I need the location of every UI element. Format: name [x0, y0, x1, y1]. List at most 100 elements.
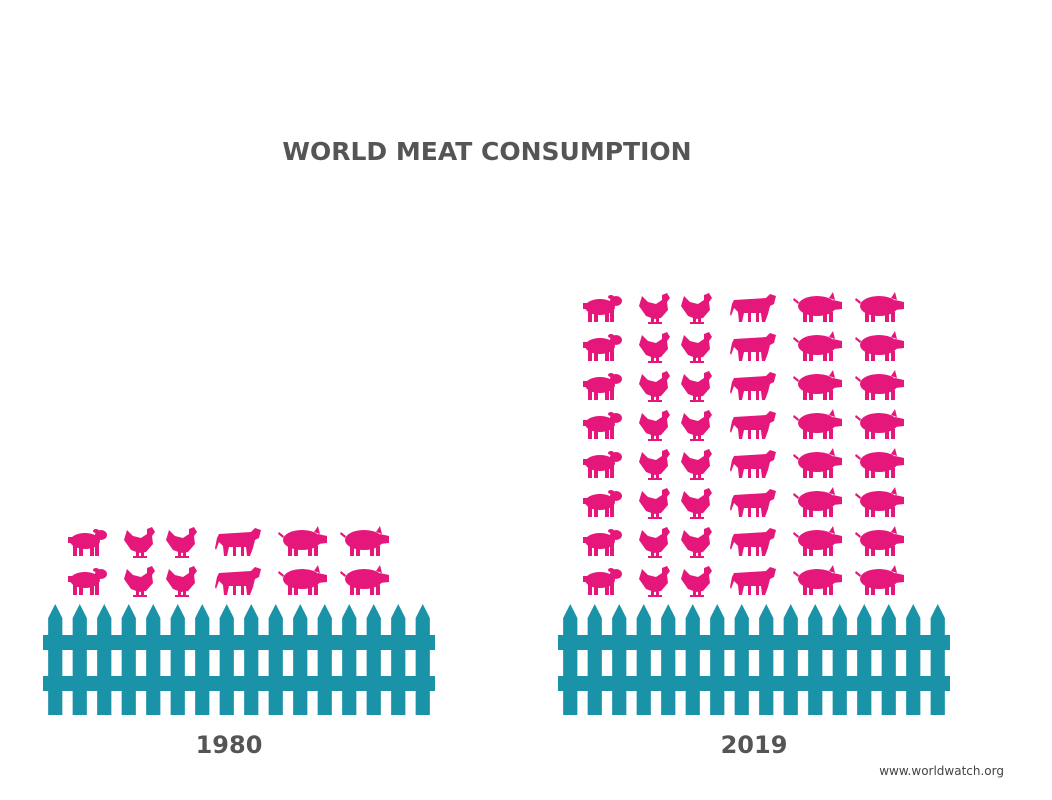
picket — [219, 604, 234, 715]
chicken-icon — [681, 371, 712, 402]
chicken-icon — [639, 566, 670, 597]
pig-icon — [793, 331, 842, 361]
picket — [195, 604, 210, 715]
picket — [293, 604, 308, 715]
picket — [587, 604, 602, 715]
picket — [244, 604, 259, 715]
picket — [759, 604, 774, 715]
picket — [268, 604, 283, 715]
chicken-icon — [681, 293, 712, 324]
rail — [43, 676, 435, 691]
sheep-icon — [583, 412, 622, 439]
picket — [636, 604, 651, 715]
picket — [930, 604, 945, 715]
cow-icon — [730, 489, 776, 517]
fence — [43, 604, 435, 715]
chicken-icon — [681, 488, 712, 519]
sheep-icon — [68, 568, 107, 595]
pig-icon — [793, 526, 842, 556]
picket — [317, 604, 332, 715]
sheep-icon — [68, 529, 107, 556]
rail — [43, 635, 435, 650]
picket — [121, 604, 136, 715]
pig-icon — [793, 409, 842, 439]
sheep-icon — [583, 334, 622, 361]
chicken-icon — [639, 293, 670, 324]
pig-icon — [793, 565, 842, 595]
fence — [558, 604, 950, 715]
pig-icon — [855, 487, 904, 517]
chicken-icon — [639, 332, 670, 363]
picket — [415, 604, 430, 715]
picket — [857, 604, 872, 715]
picket — [710, 604, 725, 715]
source: www.worldwatch.org — [879, 764, 1004, 778]
picket — [808, 604, 823, 715]
chicken-icon — [166, 566, 197, 597]
picket — [685, 604, 700, 715]
icon-stack — [68, 526, 389, 597]
picket — [170, 604, 185, 715]
chicken-icon — [681, 332, 712, 363]
category-label: 1980 — [196, 731, 263, 759]
chicken-icon — [681, 449, 712, 480]
chicken-icon — [639, 527, 670, 558]
pig-icon — [855, 448, 904, 478]
pig-icon — [855, 370, 904, 400]
chicken-icon — [681, 566, 712, 597]
sheep-icon — [583, 451, 622, 478]
picket — [906, 604, 921, 715]
pig-icon — [793, 448, 842, 478]
pig-icon — [793, 487, 842, 517]
picket — [832, 604, 847, 715]
pig-icon — [855, 331, 904, 361]
cow-icon — [215, 528, 261, 556]
picket — [366, 604, 381, 715]
chicken-icon — [166, 527, 197, 558]
cow-icon — [730, 411, 776, 439]
picket — [48, 604, 63, 715]
sheep-icon — [583, 568, 622, 595]
chart-title: WORLD MEAT CONSUMPTION — [282, 137, 691, 166]
pig-icon — [340, 565, 389, 595]
picket — [563, 604, 578, 715]
picket — [97, 604, 112, 715]
cow-icon — [215, 567, 261, 595]
pig-icon — [278, 526, 327, 556]
pig-icon — [855, 565, 904, 595]
picket — [783, 604, 798, 715]
chicken-icon — [124, 566, 155, 597]
sheep-icon — [583, 490, 622, 517]
pig-icon — [793, 370, 842, 400]
pig-icon — [340, 526, 389, 556]
category-label: 2019 — [721, 731, 788, 759]
pig-icon — [278, 565, 327, 595]
picket — [661, 604, 676, 715]
picket — [881, 604, 896, 715]
chicken-icon — [124, 527, 155, 558]
picket — [72, 604, 87, 715]
cow-icon — [730, 450, 776, 478]
rail — [558, 676, 950, 691]
cow-icon — [730, 294, 776, 322]
cow-icon — [730, 567, 776, 595]
chicken-icon — [639, 371, 670, 402]
cow-icon — [730, 372, 776, 400]
picket — [612, 604, 627, 715]
cow-icon — [730, 528, 776, 556]
pig-icon — [855, 409, 904, 439]
picket — [146, 604, 161, 715]
sheep-icon — [583, 295, 622, 322]
pig-icon — [855, 526, 904, 556]
cow-icon — [730, 333, 776, 361]
picket — [734, 604, 749, 715]
chicken-icon — [681, 527, 712, 558]
picket — [342, 604, 357, 715]
rail — [558, 635, 950, 650]
picket — [391, 604, 406, 715]
pig-icon — [793, 292, 842, 322]
sheep-icon — [583, 373, 622, 400]
sheep-icon — [583, 529, 622, 556]
icon-stack — [583, 292, 904, 597]
